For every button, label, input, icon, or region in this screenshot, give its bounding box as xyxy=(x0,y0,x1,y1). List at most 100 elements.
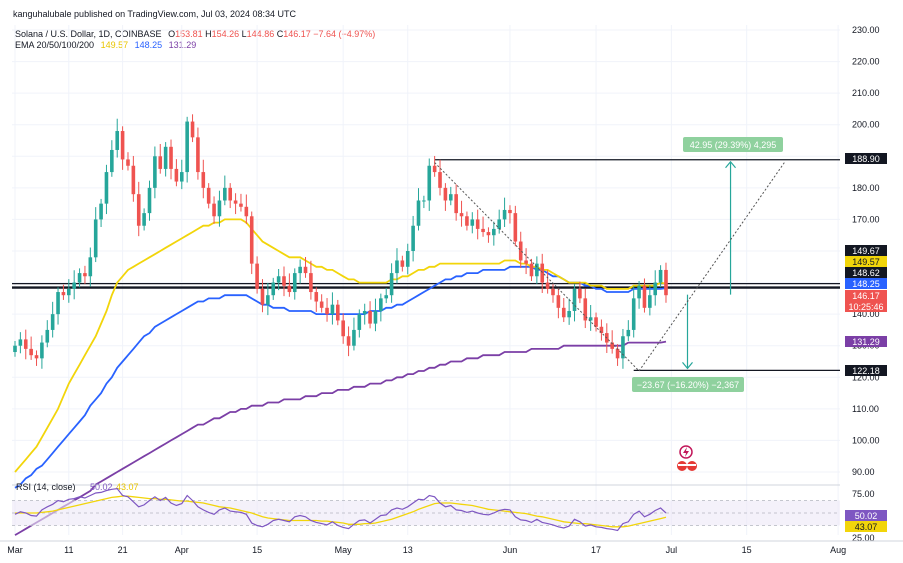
rsi-label: 43.07 xyxy=(855,522,878,532)
candle-body xyxy=(110,149,114,173)
ohlc-value: 146.17 xyxy=(283,29,314,39)
candle-body xyxy=(185,121,189,173)
candle-body xyxy=(411,225,415,251)
candle-body xyxy=(540,263,545,283)
rsi-label: 50.02 xyxy=(855,511,878,521)
candle-body xyxy=(158,156,163,169)
candle-body xyxy=(535,263,539,277)
candle-body xyxy=(405,251,410,267)
time-tick-label: 15 xyxy=(252,545,262,555)
candle-body xyxy=(578,288,582,299)
candle-body xyxy=(325,307,329,315)
rsi-label-bg xyxy=(845,510,887,521)
candle-body xyxy=(244,206,249,217)
candle-body xyxy=(174,168,179,182)
candle-body xyxy=(201,172,206,188)
measure-up-arrow xyxy=(725,160,737,169)
price-tick-label: 230.00 xyxy=(852,25,880,35)
measure-down-text: −23.67 (−16.20%) −2,367 xyxy=(637,380,739,390)
time-tick-label: 13 xyxy=(403,545,413,555)
candle-body xyxy=(206,187,211,204)
measure-down-box xyxy=(632,377,744,392)
candle-body xyxy=(572,288,577,311)
price-label-bg xyxy=(845,336,887,347)
candle-body xyxy=(153,156,157,188)
symbol-legend: Solana / U.S. Dollar, 1D, COINBASE O153.… xyxy=(15,29,375,39)
price-tick-label: 220.00 xyxy=(852,57,880,67)
candle-body xyxy=(561,307,566,318)
candle-body xyxy=(223,187,227,201)
price-tick-label: 180.00 xyxy=(852,183,880,193)
candle-body xyxy=(77,273,82,283)
candle-body xyxy=(432,165,437,173)
candle-body xyxy=(255,263,259,289)
candle-body xyxy=(637,285,641,299)
candle-body xyxy=(465,216,469,226)
candle-body xyxy=(93,219,98,258)
candle-body xyxy=(653,282,658,296)
candle-body xyxy=(319,301,324,308)
ohlc-value: 144.86 xyxy=(246,29,277,39)
candle-body xyxy=(395,260,399,274)
candle-body xyxy=(18,339,23,346)
candle-body xyxy=(492,228,496,236)
time-tick-label: Mar xyxy=(7,545,23,555)
candle-body xyxy=(524,260,528,264)
candle-body xyxy=(615,348,620,359)
candle-body xyxy=(266,295,270,305)
candle-body xyxy=(271,282,276,296)
measure-up-text: 42.95 (29.39%) 4,295 xyxy=(690,140,777,150)
candle-body xyxy=(249,216,254,264)
candle-body xyxy=(61,292,66,296)
candle-body xyxy=(438,172,442,188)
candle-body xyxy=(169,146,173,169)
candle-body xyxy=(99,203,103,220)
published-line: kanguhalubale published on TradingView.c… xyxy=(13,9,297,19)
pattern-line xyxy=(434,162,640,372)
candle-body xyxy=(13,345,17,353)
candle-body xyxy=(567,310,571,318)
change-value: −7.64 (−4.97%) xyxy=(313,29,376,39)
candle-body xyxy=(287,285,292,293)
ohlc-key: L xyxy=(241,29,247,39)
ohlc-key: H xyxy=(205,29,212,39)
rsi-tick-label: 75.00 xyxy=(852,489,875,499)
ema100-value: 148.25 xyxy=(134,40,163,50)
price-tick-label: 90.00 xyxy=(852,467,875,477)
price-label: 131.29 xyxy=(852,337,880,347)
candle-body xyxy=(341,320,345,337)
time-tick-label: 21 xyxy=(118,545,128,555)
ema50-line xyxy=(14,218,667,473)
candle-body xyxy=(459,213,464,217)
candle-body xyxy=(131,165,136,195)
ema200-line xyxy=(14,340,667,536)
candle-body xyxy=(508,209,512,214)
ohlc-value: 153.81 xyxy=(175,29,206,39)
candle-body xyxy=(212,203,216,217)
candle-body xyxy=(502,209,507,220)
candle-body xyxy=(368,310,372,324)
price-label: 146.17 xyxy=(852,291,880,301)
candle-body xyxy=(50,314,55,330)
price-label-bg xyxy=(845,301,887,312)
candle-body xyxy=(664,269,668,296)
candle-body xyxy=(373,310,378,324)
candle-body xyxy=(416,200,421,226)
candle-body xyxy=(513,213,518,242)
candle-body xyxy=(481,228,485,233)
candle-body xyxy=(88,257,93,277)
rsi-ma-value-text: 43.07 xyxy=(116,482,139,492)
candle-body xyxy=(610,342,614,349)
candle-body xyxy=(309,273,313,293)
candle-body xyxy=(29,348,33,356)
ohlc-value: 154.26 xyxy=(211,29,242,39)
time-tick-label: Aug xyxy=(830,545,846,555)
candle-body xyxy=(83,273,87,277)
candle-body xyxy=(357,314,362,330)
price-tick-label: 140.00 xyxy=(852,309,880,319)
candle-body xyxy=(556,295,561,308)
price-label: 148.25 xyxy=(852,279,880,289)
candle-body xyxy=(658,269,663,283)
